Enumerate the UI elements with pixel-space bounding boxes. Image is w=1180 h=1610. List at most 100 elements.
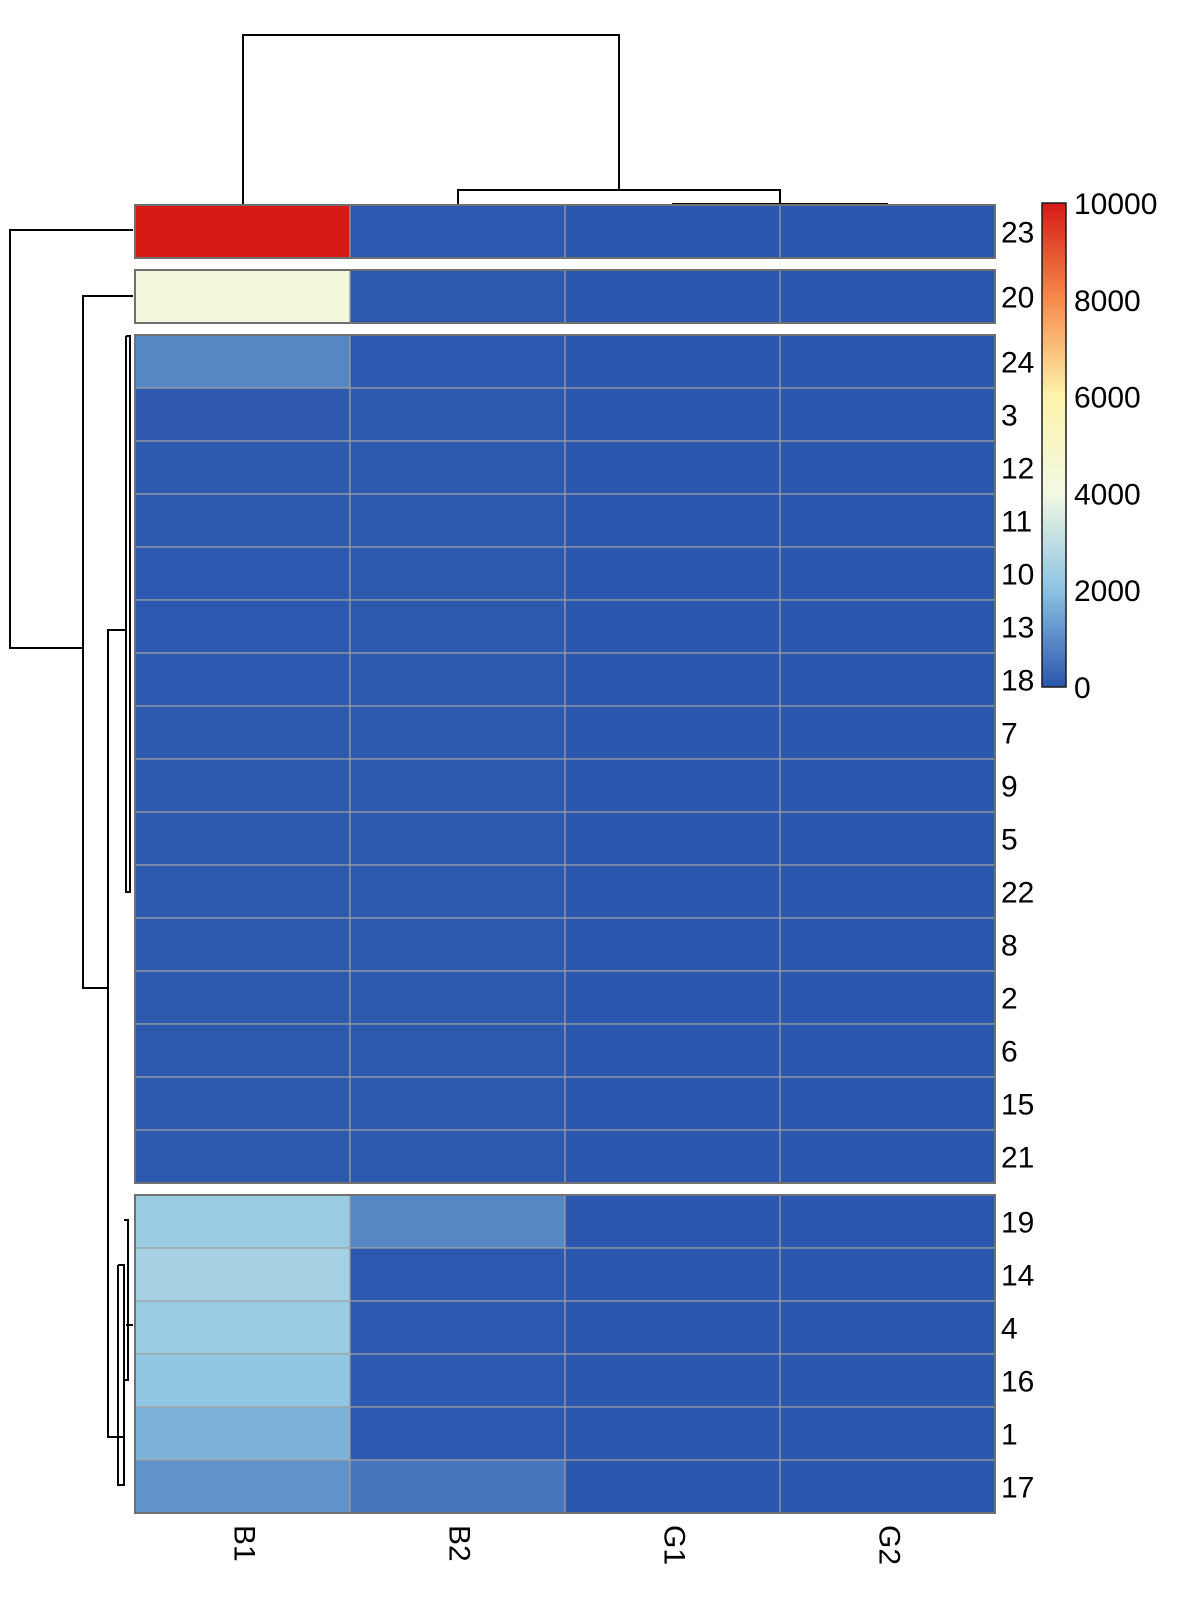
heatmap-cell bbox=[134, 204, 351, 259]
heatmap-cell bbox=[349, 493, 566, 548]
heatmap-cell bbox=[564, 1194, 781, 1249]
heatmap-cell bbox=[564, 599, 781, 654]
heatmap-cell bbox=[349, 269, 566, 324]
heatmap-cell bbox=[779, 269, 996, 324]
heatmap-cell bbox=[349, 811, 566, 866]
heatmap-cell bbox=[134, 1247, 351, 1302]
heatmap-cell bbox=[779, 1353, 996, 1408]
legend-tick-label: 8000 bbox=[1074, 285, 1141, 318]
heatmap-cell bbox=[349, 652, 566, 707]
heatmap-cell bbox=[779, 546, 996, 601]
heatmap-cell bbox=[779, 1076, 996, 1131]
row-label: 8 bbox=[1001, 930, 1018, 963]
row-label: 12 bbox=[1001, 453, 1034, 486]
row-label: 9 bbox=[1001, 771, 1018, 804]
legend-tick-label: 6000 bbox=[1074, 382, 1141, 415]
heatmap-cell bbox=[779, 917, 996, 972]
heatmap-cell bbox=[134, 387, 351, 442]
heatmap-cell bbox=[779, 758, 996, 813]
legend-tick-label: 2000 bbox=[1074, 575, 1141, 608]
heatmap-cell bbox=[564, 1300, 781, 1355]
heatmap-cell bbox=[564, 917, 781, 972]
column-label: G1 bbox=[658, 1525, 691, 1565]
heatmap-cell bbox=[564, 705, 781, 760]
heatmap-cell bbox=[564, 1353, 781, 1408]
heatmap-cell bbox=[349, 1353, 566, 1408]
heatmap-cell bbox=[349, 1300, 566, 1355]
row-group-border bbox=[134, 204, 996, 259]
heatmap-cell bbox=[134, 758, 351, 813]
heatmap-cell bbox=[349, 546, 566, 601]
heatmap-cell bbox=[349, 705, 566, 760]
heatmap-cell bbox=[349, 1247, 566, 1302]
row-label: 15 bbox=[1001, 1089, 1034, 1122]
heatmap-cell bbox=[779, 1023, 996, 1078]
heatmap-cell bbox=[349, 970, 566, 1025]
heatmap-cell bbox=[564, 758, 781, 813]
heatmap-cell bbox=[779, 1194, 996, 1249]
heatmap-cell bbox=[779, 599, 996, 654]
heatmap-cell bbox=[564, 864, 781, 919]
heatmap-cell bbox=[349, 1023, 566, 1078]
heatmap-cell bbox=[564, 811, 781, 866]
heatmap-cell bbox=[349, 1406, 566, 1461]
heatmap-cell bbox=[779, 1300, 996, 1355]
heatmap-cell bbox=[779, 204, 996, 259]
legend-tick-label: 0 bbox=[1074, 672, 1091, 705]
heatmap-cell bbox=[564, 204, 781, 259]
color-legend: 0 2000 4000 6000 8000 10000 bbox=[1041, 188, 1157, 705]
heatmap-cell bbox=[134, 917, 351, 972]
heatmap-cell bbox=[134, 1406, 351, 1461]
heatmap-cell bbox=[564, 387, 781, 442]
heatmap-cell bbox=[564, 493, 781, 548]
heatmap-cell bbox=[564, 1076, 781, 1131]
row-label: 7 bbox=[1001, 718, 1018, 751]
legend-colorbar bbox=[1041, 202, 1067, 688]
row-labels: 23 20 24 3 12 11 10 13 18 7 9 5 22 8 2 6 15 21 19 14 4 16 1 17 bbox=[1001, 217, 1034, 1505]
heatmap-cell bbox=[564, 546, 781, 601]
heatmap-cell bbox=[779, 493, 996, 548]
heatmap-cell bbox=[779, 864, 996, 919]
heatmap-cell bbox=[564, 1459, 781, 1514]
heatmap-cell bbox=[349, 864, 566, 919]
heatmap-cell bbox=[779, 440, 996, 495]
heatmap-cell bbox=[779, 334, 996, 389]
heatmap-cell bbox=[134, 1459, 351, 1514]
row-group-border bbox=[134, 269, 996, 324]
heatmap-cell bbox=[349, 599, 566, 654]
heatmap-cell bbox=[134, 811, 351, 866]
heatmap-cell bbox=[349, 758, 566, 813]
heatmap-cell bbox=[134, 705, 351, 760]
heatmap-cell bbox=[134, 1129, 351, 1184]
heatmap-cell bbox=[779, 811, 996, 866]
heatmap-cell bbox=[564, 1129, 781, 1184]
heatmap-cell bbox=[779, 1406, 996, 1461]
heatmap-cell bbox=[564, 1406, 781, 1461]
heatmap-cell bbox=[349, 1194, 566, 1249]
row-label: 2 bbox=[1001, 983, 1018, 1016]
heatmap-cell bbox=[564, 652, 781, 707]
heatmap-cell bbox=[564, 1023, 781, 1078]
heatmap-cells bbox=[134, 204, 996, 1514]
heatmap-cell bbox=[779, 1129, 996, 1184]
heatmap-cell bbox=[779, 705, 996, 760]
legend-tick-label: 10000 bbox=[1074, 188, 1157, 221]
heatmap-cell bbox=[564, 269, 781, 324]
row-dendrogram bbox=[9, 229, 133, 1486]
heatmap-cell bbox=[779, 652, 996, 707]
heatmap-cell bbox=[134, 334, 351, 389]
heatmap-cell bbox=[134, 1300, 351, 1355]
row-label: 11 bbox=[1001, 506, 1032, 539]
heatmap-cell bbox=[134, 864, 351, 919]
heatmap-cell bbox=[779, 1247, 996, 1302]
column-dendrogram bbox=[242, 34, 888, 206]
row-label: 1 bbox=[1001, 1419, 1018, 1452]
row-label: 17 bbox=[1001, 1472, 1034, 1505]
row-label: 16 bbox=[1001, 1366, 1034, 1399]
heatmap-cell bbox=[349, 1129, 566, 1184]
heatmap-cell bbox=[564, 1247, 781, 1302]
heatmap-cell bbox=[564, 970, 781, 1025]
legend-tick-label: 4000 bbox=[1074, 478, 1141, 511]
heatmap-cell bbox=[134, 269, 351, 324]
